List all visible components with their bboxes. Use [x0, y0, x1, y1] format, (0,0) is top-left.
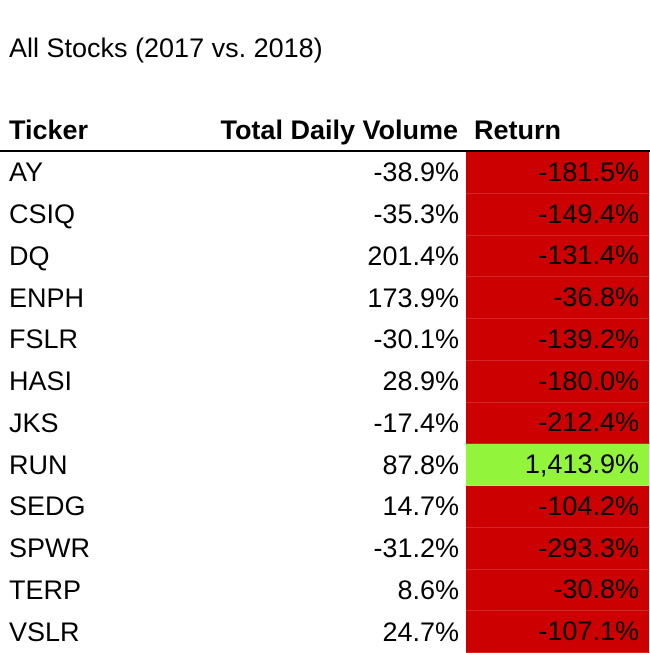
table-row: HASI 28.9% -180.0%: [0, 360, 650, 403]
return-cell[interactable]: -212.4%: [466, 402, 650, 445]
volume-cell[interactable]: -31.2%: [373, 533, 459, 564]
header-total-daily-volume[interactable]: Total Daily Volume: [220, 114, 458, 145]
header-return[interactable]: Return: [466, 110, 650, 150]
return-cell[interactable]: -181.5%: [466, 152, 650, 194]
table-row: SEDG 14.7% -104.2%: [0, 486, 650, 528]
volume-cell[interactable]: 201.4%: [367, 240, 459, 271]
ticker-cell[interactable]: HASI: [9, 366, 73, 397]
ticker-cell[interactable]: FSLR: [9, 324, 79, 355]
table-row: DQ 201.4% -131.4%: [0, 235, 650, 278]
return-cell[interactable]: 1,413.9%: [466, 444, 650, 486]
volume-cell[interactable]: 24.7%: [382, 616, 459, 647]
table-row: JKS -17.4% -212.4%: [0, 402, 650, 445]
ticker-cell[interactable]: TERP: [9, 574, 82, 605]
return-cell[interactable]: -36.8%: [466, 277, 650, 319]
volume-cell[interactable]: -38.9%: [373, 157, 459, 188]
ticker-cell[interactable]: AY: [9, 157, 44, 188]
ticker-cell[interactable]: RUN: [9, 449, 68, 480]
table-row: AY -38.9% -181.5%: [0, 152, 650, 194]
ticker-cell[interactable]: CSIQ: [9, 199, 76, 230]
return-cell[interactable]: -30.8%: [466, 569, 650, 612]
return-cell[interactable]: -293.3%: [466, 527, 650, 570]
volume-cell[interactable]: -30.1%: [373, 324, 459, 355]
volume-cell[interactable]: 14.7%: [382, 491, 459, 522]
volume-cell[interactable]: 28.9%: [382, 366, 459, 397]
return-cell[interactable]: -104.2%: [466, 486, 650, 528]
table-row: CSIQ -35.3% -149.4%: [0, 193, 650, 236]
ticker-cell[interactable]: VSLR: [9, 616, 80, 647]
volume-cell[interactable]: 87.8%: [382, 449, 459, 480]
ticker-cell[interactable]: ENPH: [9, 282, 85, 313]
ticker-cell[interactable]: SPWR: [9, 533, 90, 564]
ticker-cell[interactable]: SEDG: [9, 491, 86, 522]
stock-table: Ticker Total Daily Volume Return AY -38.…: [0, 110, 650, 653]
sheet-title[interactable]: All Stocks (2017 vs. 2018): [9, 33, 323, 63]
ticker-cell[interactable]: DQ: [9, 240, 50, 271]
return-cell[interactable]: -131.4%: [466, 235, 650, 278]
volume-cell[interactable]: -35.3%: [373, 199, 459, 230]
table-row: RUN 87.8% 1,413.9%: [0, 444, 650, 486]
table-header-row: Ticker Total Daily Volume Return: [0, 110, 650, 152]
volume-cell[interactable]: 173.9%: [367, 282, 459, 313]
volume-cell[interactable]: -17.4%: [373, 407, 459, 438]
table-row: ENPH 173.9% -36.8%: [0, 277, 650, 319]
table-row: VSLR 24.7% -107.1%: [0, 611, 650, 653]
volume-cell[interactable]: 8.6%: [397, 574, 459, 605]
return-cell[interactable]: -107.1%: [466, 611, 650, 653]
return-cell[interactable]: -139.2%: [466, 319, 650, 361]
table-row: SPWR -31.2% -293.3%: [0, 527, 650, 570]
table-row: FSLR -30.1% -139.2%: [0, 319, 650, 361]
header-ticker[interactable]: Ticker: [9, 114, 89, 145]
ticker-cell[interactable]: JKS: [9, 407, 59, 438]
table-row: TERP 8.6% -30.8%: [0, 569, 650, 612]
table-body: AY -38.9% -181.5% CSIQ -35.3% -149.4% DQ…: [0, 152, 650, 653]
return-cell[interactable]: -180.0%: [466, 360, 650, 403]
return-cell[interactable]: -149.4%: [466, 193, 650, 236]
